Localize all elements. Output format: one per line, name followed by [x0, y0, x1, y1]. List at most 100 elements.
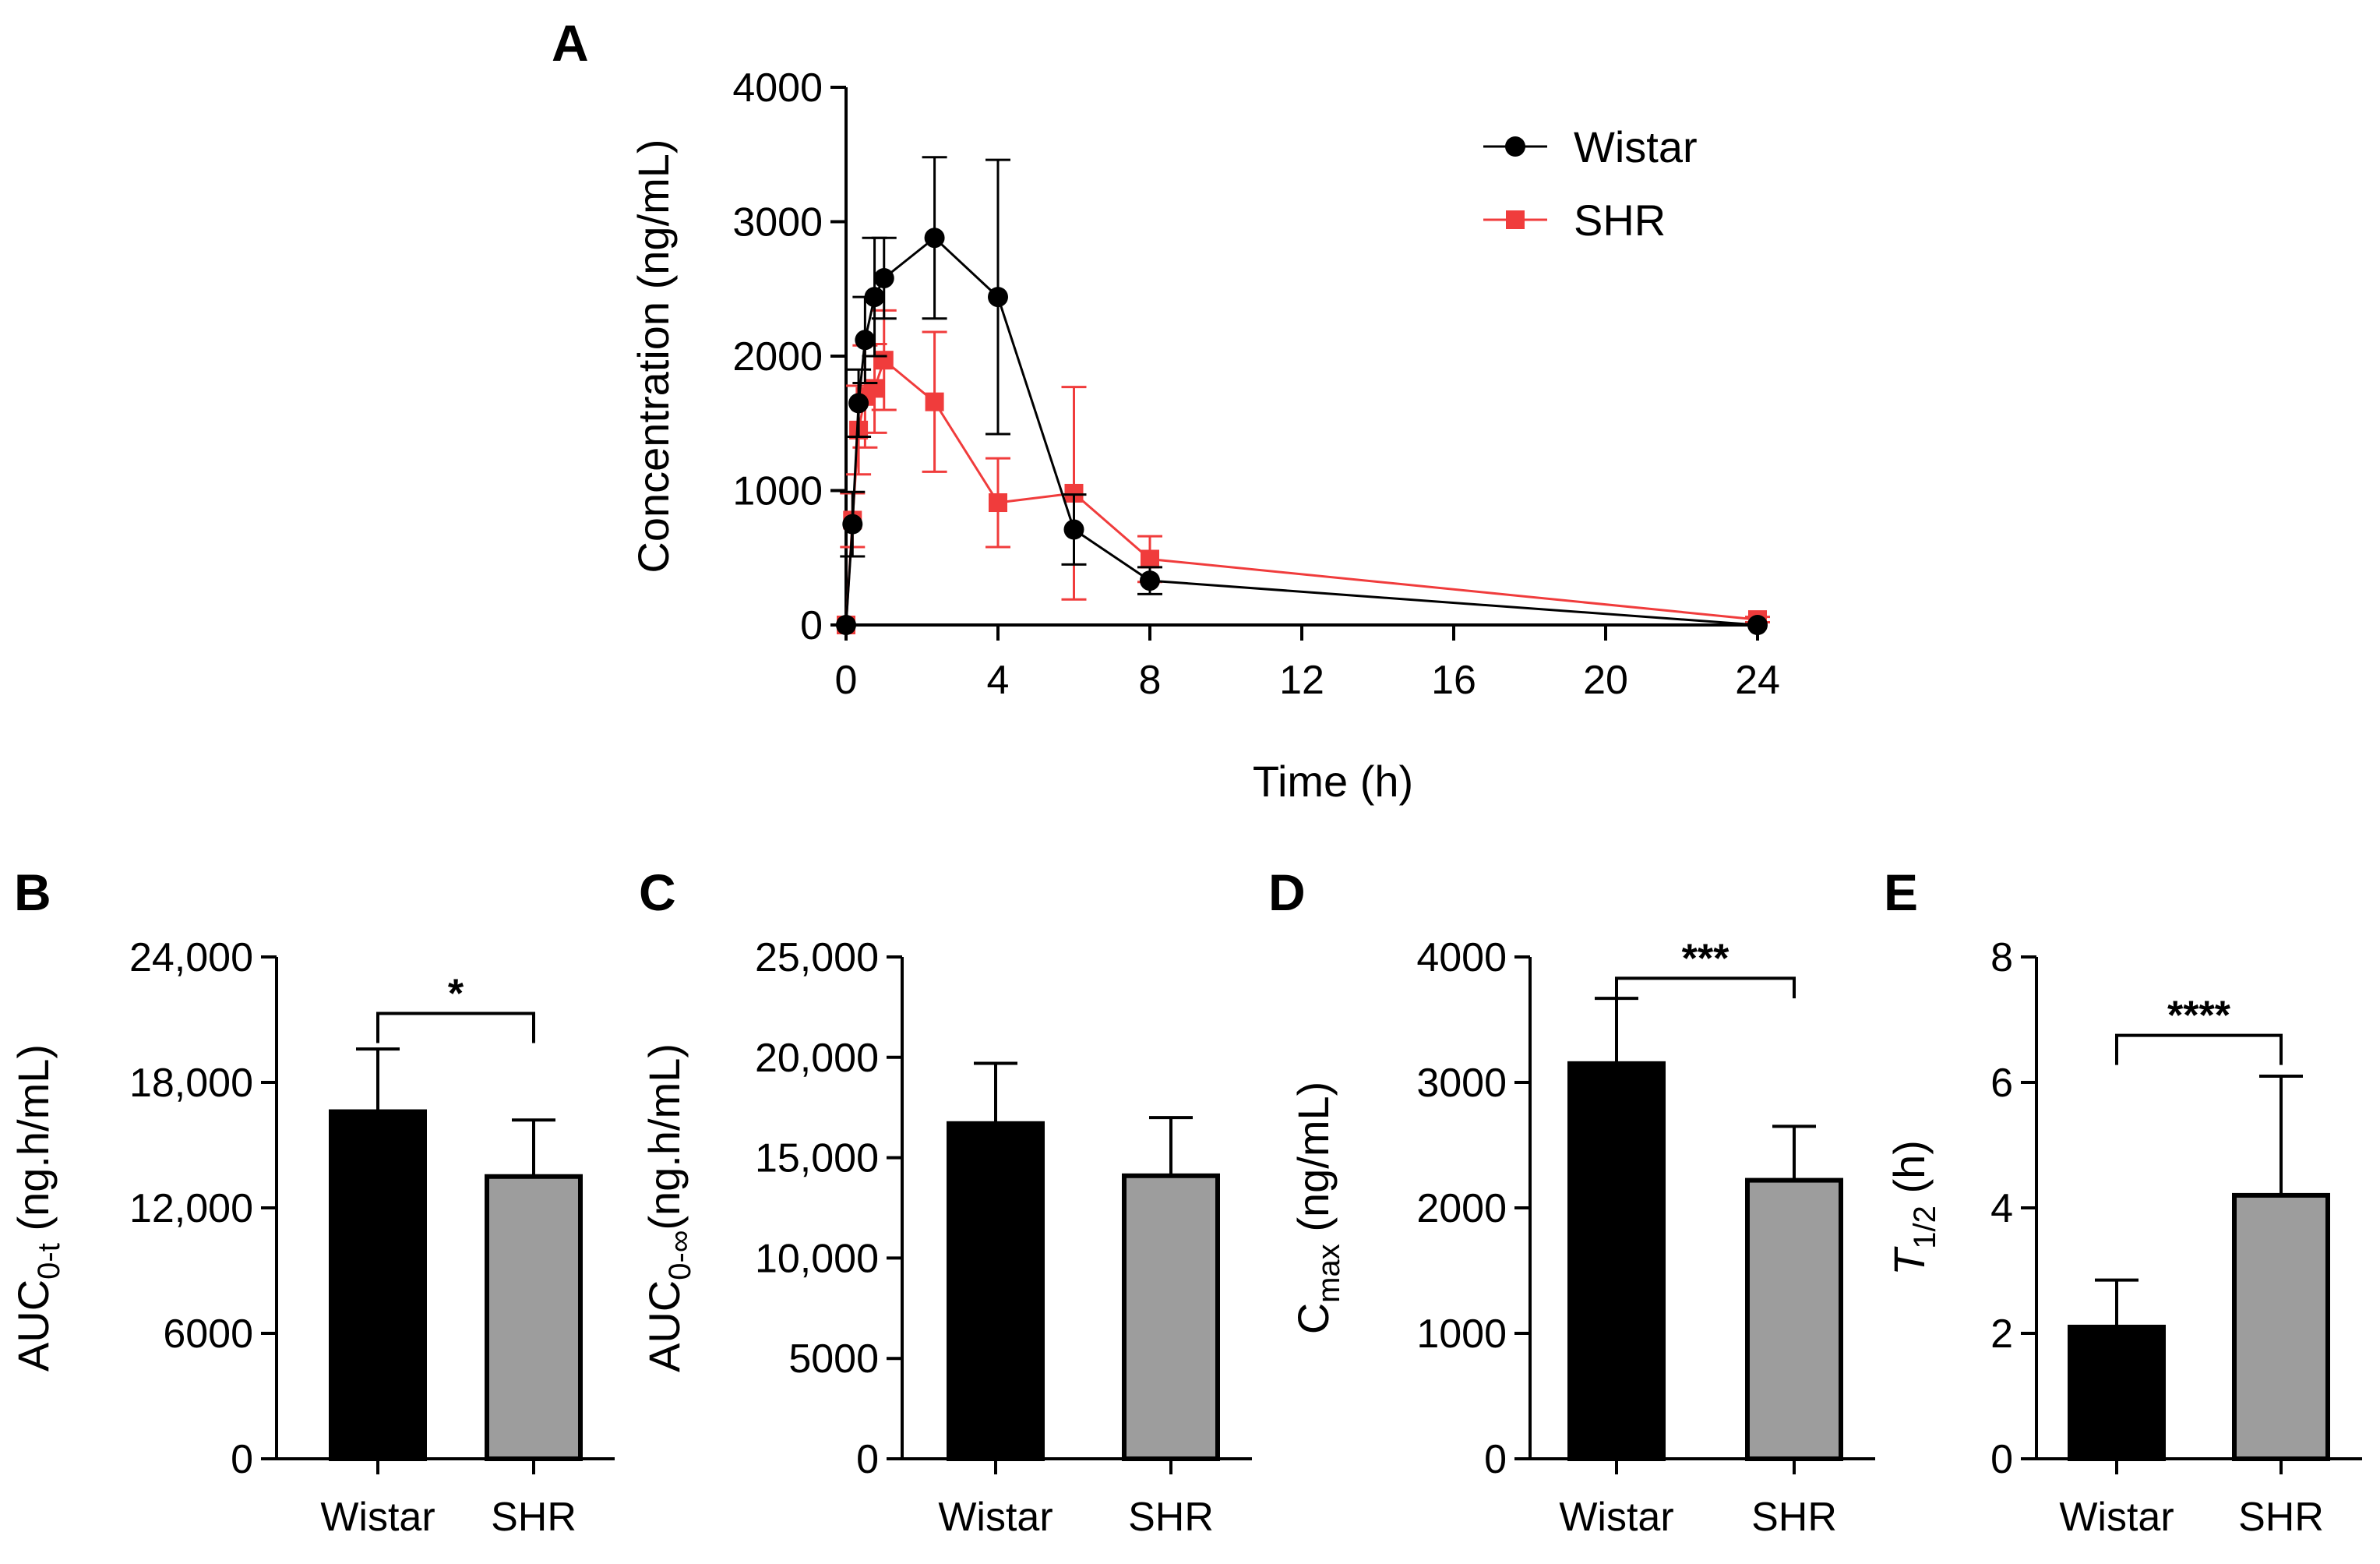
y-axis-title-subscript: 0-∞ — [663, 1230, 697, 1280]
panel-c: C Wistar SHR 0 5000 10,000 15,000 20,000 25,000 A… — [639, 863, 1252, 1540]
panel-letter-a: A — [552, 14, 589, 72]
x-category-label: Wistar — [2059, 1495, 2174, 1540]
legend-marker — [1505, 136, 1525, 157]
data-point — [925, 392, 944, 411]
data-point — [855, 330, 876, 351]
data-point — [924, 228, 945, 249]
x-axis-title: Time (h) — [1253, 757, 1413, 806]
y-tick-label: 2 — [1990, 1312, 2013, 1357]
y-axis-title-unit: (ng.h/mL) — [9, 1044, 58, 1243]
x-tick-label: 12 — [1279, 658, 1324, 703]
x-tick-label: 24 — [1735, 658, 1780, 703]
bar-wistar — [329, 1109, 427, 1461]
y-tick-label: 18,000 — [129, 1061, 253, 1106]
bar-shr — [1745, 1177, 1843, 1461]
y-tick-label: 3000 — [1416, 1061, 1507, 1106]
series-wistar — [836, 156, 1768, 635]
x-tick-label: 16 — [1431, 658, 1476, 703]
data-point — [836, 615, 856, 635]
x-category-label: SHR — [1128, 1495, 1214, 1540]
y-tick-label: 12,000 — [129, 1186, 253, 1231]
series-line-shr — [844, 358, 1758, 626]
data-point — [1063, 519, 1084, 540]
y-axis-title: Concentration (ng/mL) — [629, 139, 678, 573]
x-tick-label: 4 — [987, 658, 1010, 703]
y-axis-title-unit: (ng/mL) — [1289, 1082, 1338, 1244]
bar-shr — [2232, 1192, 2330, 1462]
bar-wistar — [2068, 1324, 2166, 1461]
y-tick-label: 0 — [231, 1437, 253, 1482]
data-point — [1747, 615, 1768, 635]
data-point — [848, 393, 869, 414]
y-axis-title-subscript: 0-t — [32, 1243, 66, 1280]
y-axis-title: Cmax (ng/mL) — [1289, 1082, 1346, 1335]
bar-shr — [485, 1174, 583, 1461]
legend-marker — [1506, 210, 1525, 229]
data-point — [874, 351, 894, 370]
y-axis-title-unit: (ng.h/mL) — [640, 1043, 689, 1230]
data-point — [988, 287, 1008, 308]
y-tick-label: 0 — [1484, 1437, 1507, 1482]
y-tick-label: 0 — [1990, 1437, 2013, 1482]
significance-bracket — [376, 1011, 535, 1043]
x-category-label: Wistar — [1559, 1495, 1673, 1540]
x-tick-label: 20 — [1583, 658, 1628, 703]
x-tick-label: 8 — [1139, 658, 1162, 703]
panel-e: E Wistar SHR 0 2 4 6 8 T1/2 (h) **** — [1884, 863, 2362, 1540]
y-axis-title-main: C — [1289, 1303, 1338, 1334]
x-category-label: Wistar — [320, 1495, 435, 1540]
y-tick-label: 1000 — [1416, 1312, 1507, 1357]
bar-wistar — [947, 1121, 1045, 1461]
x-category-label: Wistar — [938, 1495, 1052, 1540]
data-point — [1141, 549, 1159, 569]
data-point — [842, 514, 863, 535]
y-tick-label: 4000 — [732, 65, 823, 111]
data-point — [873, 267, 894, 288]
x-tick-label: 0 — [835, 658, 858, 703]
significance-label: *** — [1682, 936, 1729, 981]
series-line-wistar — [844, 236, 1758, 627]
y-axis-title: AUC0-∞(ng.h/mL) — [640, 1043, 697, 1372]
x-category-label: SHR — [2238, 1495, 2324, 1540]
y-axis-title-subscript: max — [1312, 1244, 1346, 1303]
y-axis-title-main: T — [1885, 1246, 1934, 1276]
y-axis-title-unit: (h) — [1885, 1140, 1934, 1206]
panel-letter-c: C — [639, 863, 676, 921]
bar-wistar — [1567, 1061, 1666, 1461]
y-tick-label: 0 — [800, 603, 823, 648]
y-axis-title-subscript: 1/2 — [1908, 1206, 1942, 1249]
data-point — [864, 287, 885, 308]
y-tick-label: 1000 — [732, 469, 823, 514]
panel-d: D Wistar SHR 0 1000 2000 3000 4000 Cmax (ng/mL) *… — [1268, 863, 1875, 1540]
data-point — [1140, 570, 1160, 591]
y-tick-label: 6000 — [163, 1312, 253, 1357]
y-tick-label: 0 — [856, 1437, 879, 1482]
significance-bracket — [1615, 976, 1796, 999]
y-tick-label: 2000 — [732, 334, 823, 380]
y-axis-title: AUC0-t (ng.h/mL) — [9, 1044, 66, 1372]
y-tick-label: 10,000 — [755, 1236, 879, 1281]
y-tick-label: 3000 — [732, 200, 823, 245]
y-axis-title: T1/2 (h) — [1885, 1140, 1942, 1276]
y-tick-label: 5000 — [788, 1336, 879, 1382]
panel-letter-b: B — [14, 863, 51, 921]
panel-a: A 0 1000 2000 3000 4000 0 4 8 12 16 20 24 Time (h) Con… — [552, 14, 1780, 806]
y-tick-label: 2000 — [1416, 1186, 1507, 1231]
bar-shr — [1122, 1173, 1220, 1462]
panel-letter-e: E — [1884, 863, 1918, 921]
y-tick-label: 24,000 — [129, 935, 253, 980]
y-tick-label: 20,000 — [755, 1036, 879, 1081]
legend-label: SHR — [1574, 196, 1666, 245]
significance-label: * — [448, 971, 464, 1016]
y-axis-title-main: AUC — [9, 1280, 58, 1372]
legend-label: Wistar — [1574, 122, 1698, 171]
x-category-label: SHR — [1751, 1495, 1837, 1540]
y-tick-label: 8 — [1990, 935, 2013, 980]
y-tick-label: 4000 — [1416, 935, 1507, 980]
significance-label: **** — [2167, 994, 2231, 1039]
data-point — [989, 493, 1007, 513]
series-shr — [837, 309, 1770, 634]
panel-letter-d: D — [1268, 863, 1306, 921]
y-tick-label: 15,000 — [755, 1136, 879, 1181]
